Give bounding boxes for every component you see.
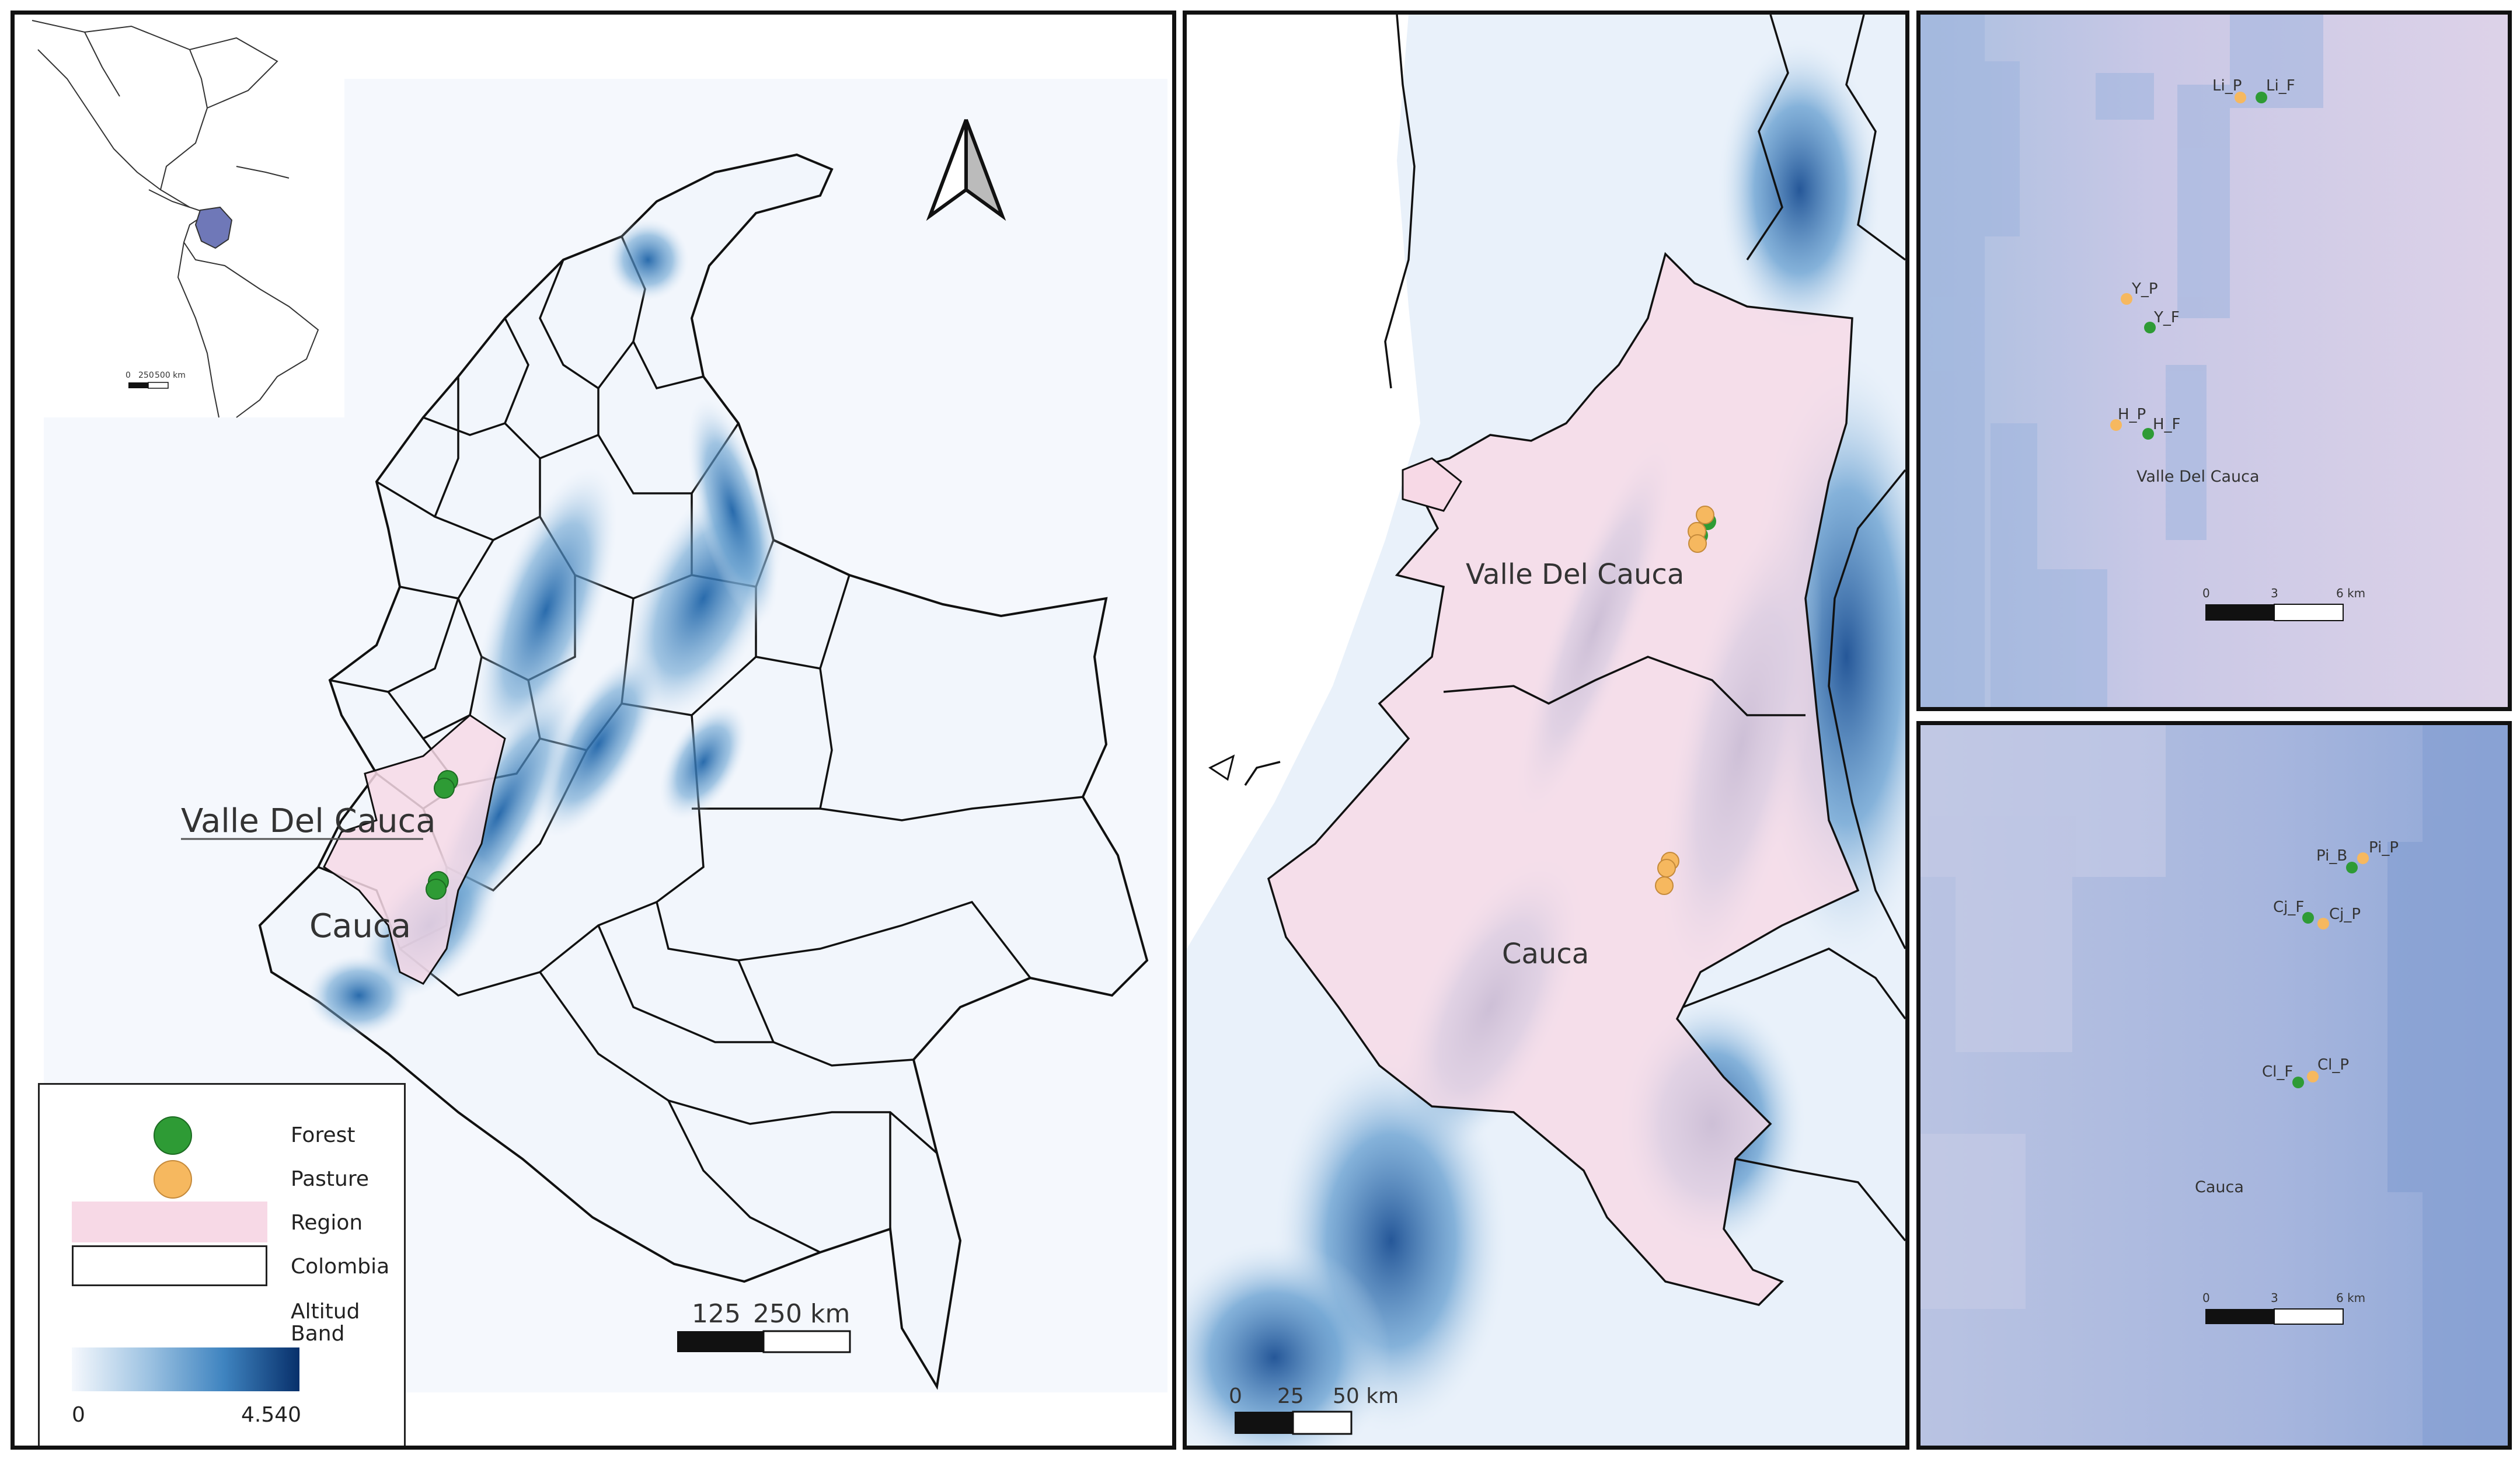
forest-dot-icon xyxy=(154,1116,192,1155)
inset-scale-tick: 0 xyxy=(126,371,131,380)
pasture-site-point xyxy=(2317,918,2329,929)
scale-tick: 6 km xyxy=(2336,586,2365,600)
americas-inset: 0 250 500 km xyxy=(15,15,344,418)
site-label: Pi_B xyxy=(2316,847,2347,865)
raster-pixels xyxy=(1921,725,2166,1309)
islet xyxy=(1208,754,1235,781)
scale-tick: 0 xyxy=(2202,586,2210,600)
forest-point xyxy=(426,879,447,900)
region-map-svg: Valle Del Cauca Cauca 0 25 50 km xyxy=(1187,15,1905,1446)
scale-tick: 6 km xyxy=(2336,1291,2365,1305)
site-label: Pi_P xyxy=(2369,839,2399,856)
site-points xyxy=(1655,506,1716,895)
legend-band-title: Altitud Band xyxy=(291,1301,360,1345)
forest-point xyxy=(434,778,455,799)
region-polygon xyxy=(323,714,506,985)
site-label: Y_P xyxy=(2131,280,2158,298)
scale-tick: 250 km xyxy=(753,1299,850,1329)
site-label: Cl_F xyxy=(2262,1063,2293,1081)
region-label-valle: Valle Del Cauca xyxy=(2136,468,2260,486)
pasture-point xyxy=(1655,876,1674,895)
raster-pixels xyxy=(2387,725,2508,1446)
site-label: Y_F xyxy=(2153,309,2180,326)
map-legend: Forest Pasture Region Colombia Altitud B… xyxy=(38,1083,406,1446)
scale-bar: 0 3 6 km xyxy=(2202,1291,2365,1325)
pasture-site-point xyxy=(2110,419,2122,431)
band-max: 4.540 xyxy=(241,1403,302,1427)
altitude-gradient xyxy=(72,1347,299,1391)
valle-site-markers: Li_P Li_F Y_P Y_F H_P H_F xyxy=(2110,77,2295,440)
forest-site-point xyxy=(2142,428,2154,440)
site-label: Cj_P xyxy=(2329,906,2361,923)
pasture-site-point xyxy=(2307,1071,2319,1082)
legend-label: Region xyxy=(291,1211,363,1235)
scale-tick: 25 xyxy=(1277,1384,1304,1408)
band-min: 0 xyxy=(72,1403,85,1427)
legend-item-pasture: Pasture xyxy=(40,1158,404,1199)
inset-scale-tick: 500 km xyxy=(155,371,186,380)
forest-site-point xyxy=(2346,862,2358,873)
colombia-highlight xyxy=(194,206,233,249)
department-boundaries xyxy=(1244,15,1905,1242)
forest-site-point xyxy=(2144,322,2156,333)
site-label: Cl_P xyxy=(2317,1056,2349,1074)
pasture-dot-icon xyxy=(154,1160,192,1199)
cauca-sites-svg: Pi_B Pi_P Cj_F Cj_P Cl_F Cl_P Cauca 0 3 6 km xyxy=(1921,725,2508,1446)
legend-item-forest: Forest xyxy=(40,1114,404,1155)
raster-pixels xyxy=(1921,15,2323,707)
scale-bar: 0 25 50 km xyxy=(1229,1384,1399,1435)
region-label-valle: Valle Del Cauca xyxy=(1466,558,1684,591)
site-points xyxy=(426,770,458,900)
inset-scale-tick: 250 xyxy=(138,371,154,380)
pasture-point xyxy=(1657,859,1676,878)
valle-sites-svg: Li_P Li_F Y_P Y_F H_P H_F Valle Del Cauca 0 3… xyxy=(1921,15,2508,707)
scale-tick: 3 xyxy=(2271,1291,2278,1305)
valle-cauca-boundary xyxy=(1443,656,1806,716)
scale-tick: 0 xyxy=(1229,1384,1242,1408)
north-arrow-icon xyxy=(926,119,1006,221)
panel-colombia-map: Valle Del Cauca Cauca 125 250 km xyxy=(11,11,1176,1450)
colombia-swatch xyxy=(72,1245,267,1286)
region-label-cauca: Cauca xyxy=(2195,1178,2244,1196)
band-title-line2: Band xyxy=(291,1322,345,1346)
legend-label: Forest xyxy=(291,1123,355,1147)
forest-site-point xyxy=(2292,1077,2304,1088)
scale-bar: 0 3 6 km xyxy=(2202,586,2365,621)
forest-site-point xyxy=(2256,92,2267,103)
region-label-cauca: Cauca xyxy=(309,907,411,945)
scale-tick: 50 km xyxy=(1333,1384,1399,1408)
panel-cauca-sites: Pi_B Pi_P Cj_F Cj_P Cl_F Cl_P Cauca 0 3 6 km xyxy=(1916,721,2512,1450)
scale-tick: 3 xyxy=(2271,586,2278,600)
coast-fragment xyxy=(1402,457,1462,512)
legend-label: Colombia xyxy=(291,1255,390,1279)
pasture-site-point xyxy=(2357,852,2369,864)
band-title-line1: Altitud xyxy=(291,1300,360,1324)
region-label-valle: Valle Del Cauca xyxy=(181,802,436,840)
site-label: H_P xyxy=(2118,406,2146,423)
region-swatch xyxy=(72,1202,267,1242)
site-label: Li_P xyxy=(2212,77,2242,95)
site-label: Cj_F xyxy=(2273,899,2304,916)
cauca-site-markers: Pi_B Pi_P Cj_F Cj_P Cl_F Cl_P xyxy=(2262,839,2399,1088)
pasture-site-point xyxy=(2121,293,2132,305)
region-label-cauca: Cauca xyxy=(1502,938,1589,970)
panel-valle-sites: Li_P Li_F Y_P Y_F H_P H_F Valle Del Cauca 0 3… xyxy=(1916,11,2512,711)
scale-bar: 125 250 km xyxy=(677,1299,851,1353)
scale-tick: 125 xyxy=(692,1299,741,1329)
site-label: Li_F xyxy=(2266,77,2295,95)
pasture-site-point xyxy=(2235,92,2246,103)
pasture-point xyxy=(1688,534,1707,553)
forest-site-point xyxy=(2302,912,2314,924)
pasture-point xyxy=(1696,506,1714,524)
site-label: H_F xyxy=(2153,416,2181,433)
scale-tick: 0 xyxy=(2202,1291,2210,1305)
legend-label: Pasture xyxy=(291,1167,369,1191)
legend-item-colombia: Colombia xyxy=(40,1245,404,1286)
panel-region-map: Valle Del Cauca Cauca 0 25 50 km xyxy=(1183,11,1909,1450)
legend-item-region: Region xyxy=(40,1202,404,1242)
